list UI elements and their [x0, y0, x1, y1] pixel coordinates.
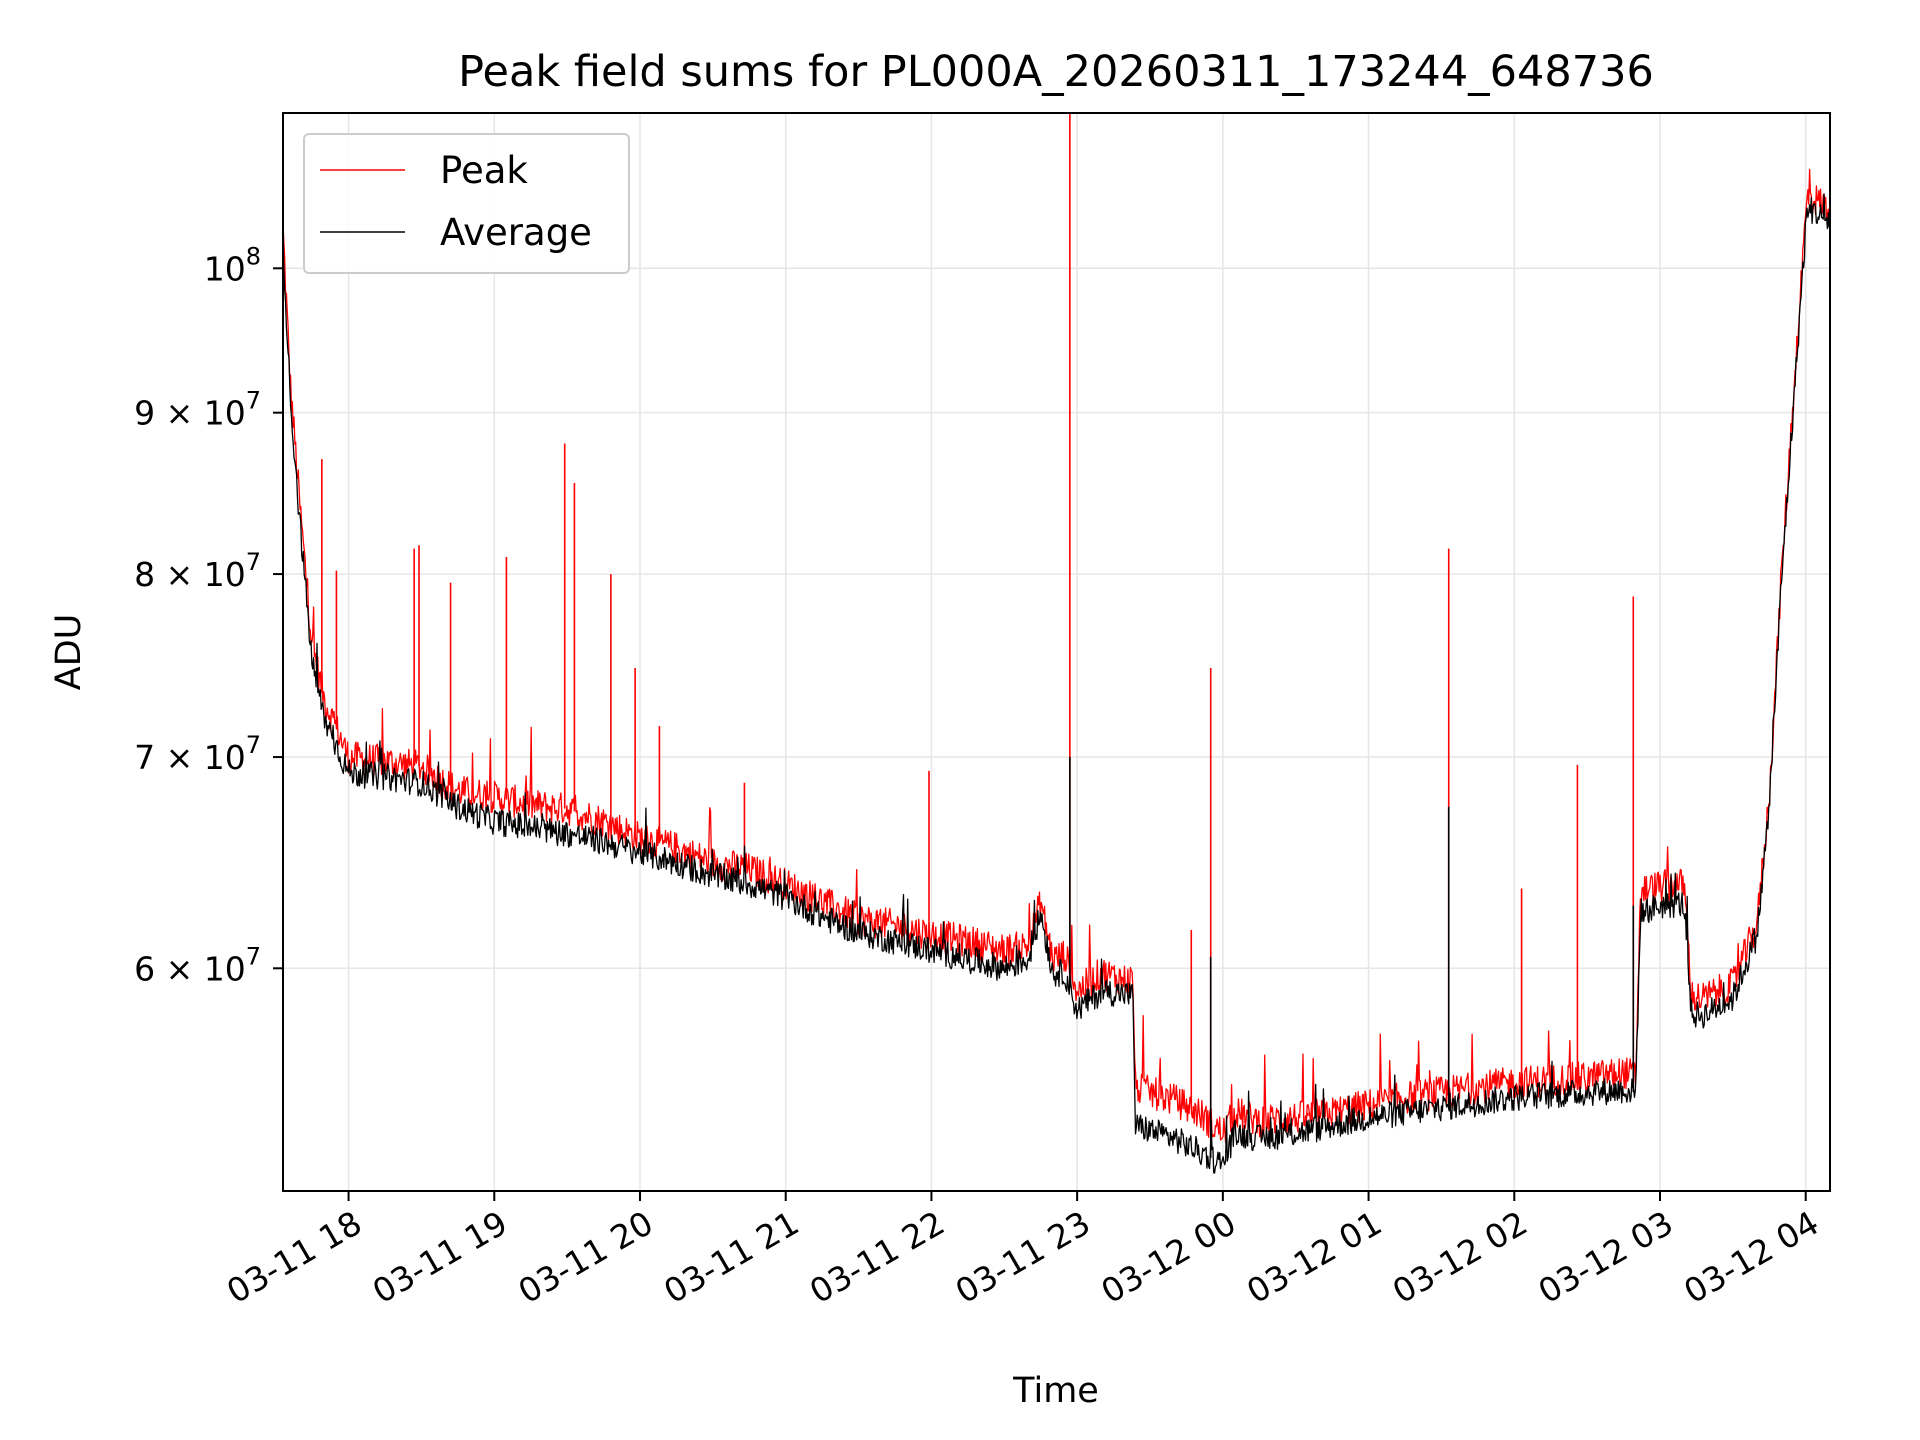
y-tick-label: 7 × 107 [134, 731, 261, 777]
series-line-peak [283, 168, 1830, 1144]
y-tick-label: 9 × 107 [134, 387, 261, 433]
series-peak [283, 113, 1830, 1144]
x-axis-label: Time [1012, 1371, 1099, 1411]
legend-label-average: Average [440, 211, 592, 254]
legend-label-peak: Peak [440, 149, 528, 192]
y-tick-label: 108 [204, 242, 261, 288]
legend-box [303, 133, 630, 274]
y-axis-label: ADU [49, 614, 89, 691]
y-tick-label: 8 × 107 [134, 548, 261, 594]
plot-frame [282, 112, 1831, 1192]
legend: Peak Average [303, 133, 630, 274]
series-average [283, 193, 1830, 1174]
series-layer [283, 113, 1830, 1174]
chart-title: Peak field sums for PL000A_20260311_1732… [458, 47, 1654, 97]
series-line-average [283, 193, 1830, 1174]
y-tick-label: 6 × 107 [134, 942, 261, 988]
y-axis: 6 × 107 7 × 107 8 × 107 9 × 107 108 [134, 242, 283, 988]
